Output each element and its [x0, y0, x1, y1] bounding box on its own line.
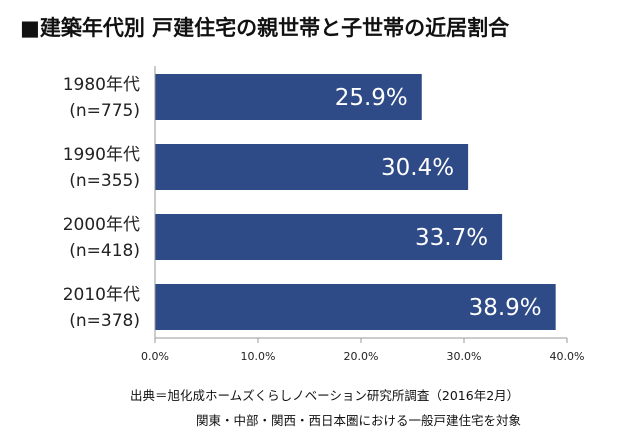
bar-value-label-4: 38.9%	[469, 295, 542, 321]
category-n-label-2: (n=355)	[69, 171, 140, 191]
x-axis: 0.0% 10.0% 20.0% 30.0% 40.0%	[141, 66, 584, 363]
category-label-2: 1990年代	[63, 145, 140, 165]
source-note: 出典＝旭化成ホームズくらしノベーション研究所調査（2016年2月）	[130, 388, 520, 403]
scope-note: 関東・中部・関西・西日本圏における一般戸建住宅を対象	[196, 413, 522, 428]
chart-title: ■建築年代別 戸建住宅の親世帯と子世帯の近居割合	[20, 16, 510, 40]
x-tick-label-4: 40.0%	[550, 350, 585, 363]
category-n-label-4: (n=378)	[69, 311, 140, 331]
bars-group: 25.9% 30.4% 33.7% 38.9%	[155, 74, 556, 330]
x-tick-label-0: 0.0%	[141, 350, 169, 363]
bar-1	[155, 74, 422, 120]
bar-2	[155, 144, 469, 190]
bar-value-label-3: 33.7%	[415, 225, 488, 251]
bar-4	[155, 284, 556, 330]
category-n-label-3: (n=418)	[69, 241, 140, 261]
category-n-label-1: (n=775)	[69, 101, 140, 121]
x-tick-label-3: 30.0%	[447, 350, 482, 363]
category-label-4: 2010年代	[63, 285, 140, 305]
x-tick-label-1: 10.0%	[241, 350, 276, 363]
bar-value-label-1: 25.9%	[335, 85, 408, 111]
category-label-3: 2000年代	[63, 215, 140, 235]
bar-chart: 25.9% 30.4% 33.7% 38.9% 1980年代 (n=775) 1990年代…	[63, 66, 584, 363]
category-label-1: 1980年代	[63, 75, 140, 95]
bar-value-label-2: 30.4%	[381, 155, 454, 181]
x-tick-label-2: 20.0%	[344, 350, 379, 363]
category-labels-group: 1980年代 (n=775) 1990年代 (n=355) 2000年代 (n=418) 2…	[63, 75, 140, 331]
bar-3	[155, 214, 503, 260]
